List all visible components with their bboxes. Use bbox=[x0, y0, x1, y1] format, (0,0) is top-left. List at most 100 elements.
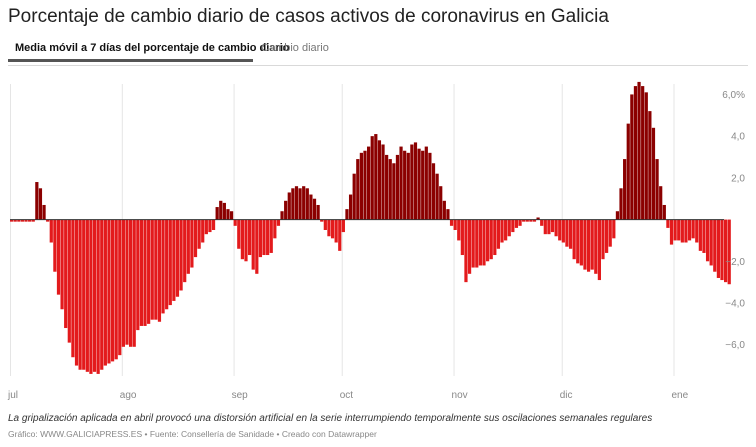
bar bbox=[114, 219, 118, 360]
bar bbox=[651, 127, 656, 220]
bar bbox=[208, 219, 212, 233]
bar bbox=[367, 146, 371, 220]
bar bbox=[193, 219, 198, 258]
bar bbox=[691, 219, 695, 239]
bar bbox=[457, 219, 461, 241]
tab-bar: Media móvil a 7 días del porcentaje de c… bbox=[8, 40, 748, 66]
bar bbox=[713, 219, 717, 272]
bar bbox=[17, 219, 21, 222]
bar bbox=[655, 159, 659, 220]
bar bbox=[673, 219, 677, 241]
bar bbox=[280, 211, 284, 220]
bar bbox=[20, 219, 25, 222]
bar bbox=[13, 219, 17, 222]
y-tick-label: 4,0 bbox=[731, 132, 745, 143]
bar bbox=[240, 219, 244, 260]
bar bbox=[291, 188, 295, 220]
x-tick-label: jul bbox=[7, 390, 18, 401]
bar bbox=[662, 204, 666, 220]
x-tick-label: ago bbox=[120, 390, 137, 401]
bar bbox=[255, 219, 259, 274]
x-tick-label: nov bbox=[452, 390, 468, 401]
footnote: La gripalización aplicada en abril provo… bbox=[8, 413, 653, 424]
bar bbox=[532, 219, 537, 222]
bar bbox=[486, 219, 490, 262]
bar bbox=[395, 154, 400, 220]
bar bbox=[71, 219, 75, 358]
bar bbox=[374, 134, 378, 220]
bar bbox=[67, 219, 71, 343]
bar bbox=[56, 219, 61, 295]
bar bbox=[276, 219, 281, 226]
bar bbox=[590, 219, 594, 270]
bar bbox=[525, 219, 529, 222]
bar bbox=[143, 219, 147, 326]
bar bbox=[431, 163, 436, 220]
x-tick-label: sep bbox=[232, 390, 249, 401]
bar bbox=[100, 219, 104, 370]
y-tick-label: −2,0 bbox=[725, 257, 745, 268]
bar bbox=[10, 219, 14, 222]
bar bbox=[147, 219, 151, 324]
tab-moving-average[interactable]: Media móvil a 7 días del porcentaje de c… bbox=[8, 40, 289, 62]
bar bbox=[471, 219, 475, 268]
bar bbox=[724, 219, 728, 283]
bar bbox=[359, 152, 363, 220]
bar bbox=[305, 188, 309, 220]
bar bbox=[554, 219, 558, 237]
bar bbox=[330, 219, 335, 239]
bar bbox=[309, 194, 313, 220]
bar bbox=[687, 219, 692, 241]
bar bbox=[680, 219, 684, 243]
bar bbox=[619, 188, 623, 220]
bar bbox=[550, 219, 555, 233]
y-tick-label: 2,0 bbox=[731, 173, 745, 184]
bar bbox=[439, 186, 443, 220]
bar bbox=[334, 219, 338, 243]
bar bbox=[727, 219, 731, 285]
bar bbox=[594, 219, 598, 274]
bar bbox=[417, 148, 421, 220]
bar bbox=[500, 219, 504, 243]
y-tick-label: −6,0 bbox=[725, 340, 745, 351]
bar bbox=[464, 219, 468, 283]
bar bbox=[92, 219, 97, 372]
bar bbox=[677, 219, 681, 241]
bar bbox=[154, 219, 158, 320]
bar bbox=[222, 202, 226, 220]
bar bbox=[644, 92, 648, 220]
bar bbox=[475, 219, 479, 268]
bar bbox=[449, 219, 454, 226]
bar bbox=[237, 219, 241, 249]
bar bbox=[233, 219, 237, 226]
bar bbox=[294, 186, 299, 220]
bar bbox=[522, 219, 526, 222]
bar bbox=[428, 152, 432, 220]
bar bbox=[215, 207, 219, 220]
bar bbox=[453, 219, 457, 230]
bar bbox=[60, 219, 64, 310]
tab-daily-change[interactable]: Cambio diario bbox=[261, 42, 329, 54]
bar bbox=[42, 204, 46, 220]
bar bbox=[410, 144, 414, 220]
bar bbox=[175, 219, 180, 297]
bar bbox=[269, 219, 273, 253]
bar bbox=[139, 219, 144, 326]
bar bbox=[565, 219, 569, 247]
bar bbox=[572, 219, 576, 260]
bar bbox=[583, 219, 587, 270]
bar bbox=[262, 219, 266, 256]
bar bbox=[179, 219, 183, 291]
bar bbox=[482, 219, 486, 266]
bar bbox=[302, 186, 306, 220]
bar bbox=[266, 219, 270, 256]
bar bbox=[28, 219, 32, 222]
bar bbox=[125, 219, 129, 345]
bar bbox=[493, 219, 497, 256]
bar bbox=[121, 219, 125, 347]
y-tick-label: 6,0% bbox=[722, 90, 745, 101]
y-axis-ticks: 6,0% 4,0 2,0 −2,0 −4,0 −6,0 bbox=[722, 90, 745, 351]
bar bbox=[605, 219, 609, 253]
bar bbox=[579, 219, 583, 266]
bar bbox=[273, 219, 277, 239]
